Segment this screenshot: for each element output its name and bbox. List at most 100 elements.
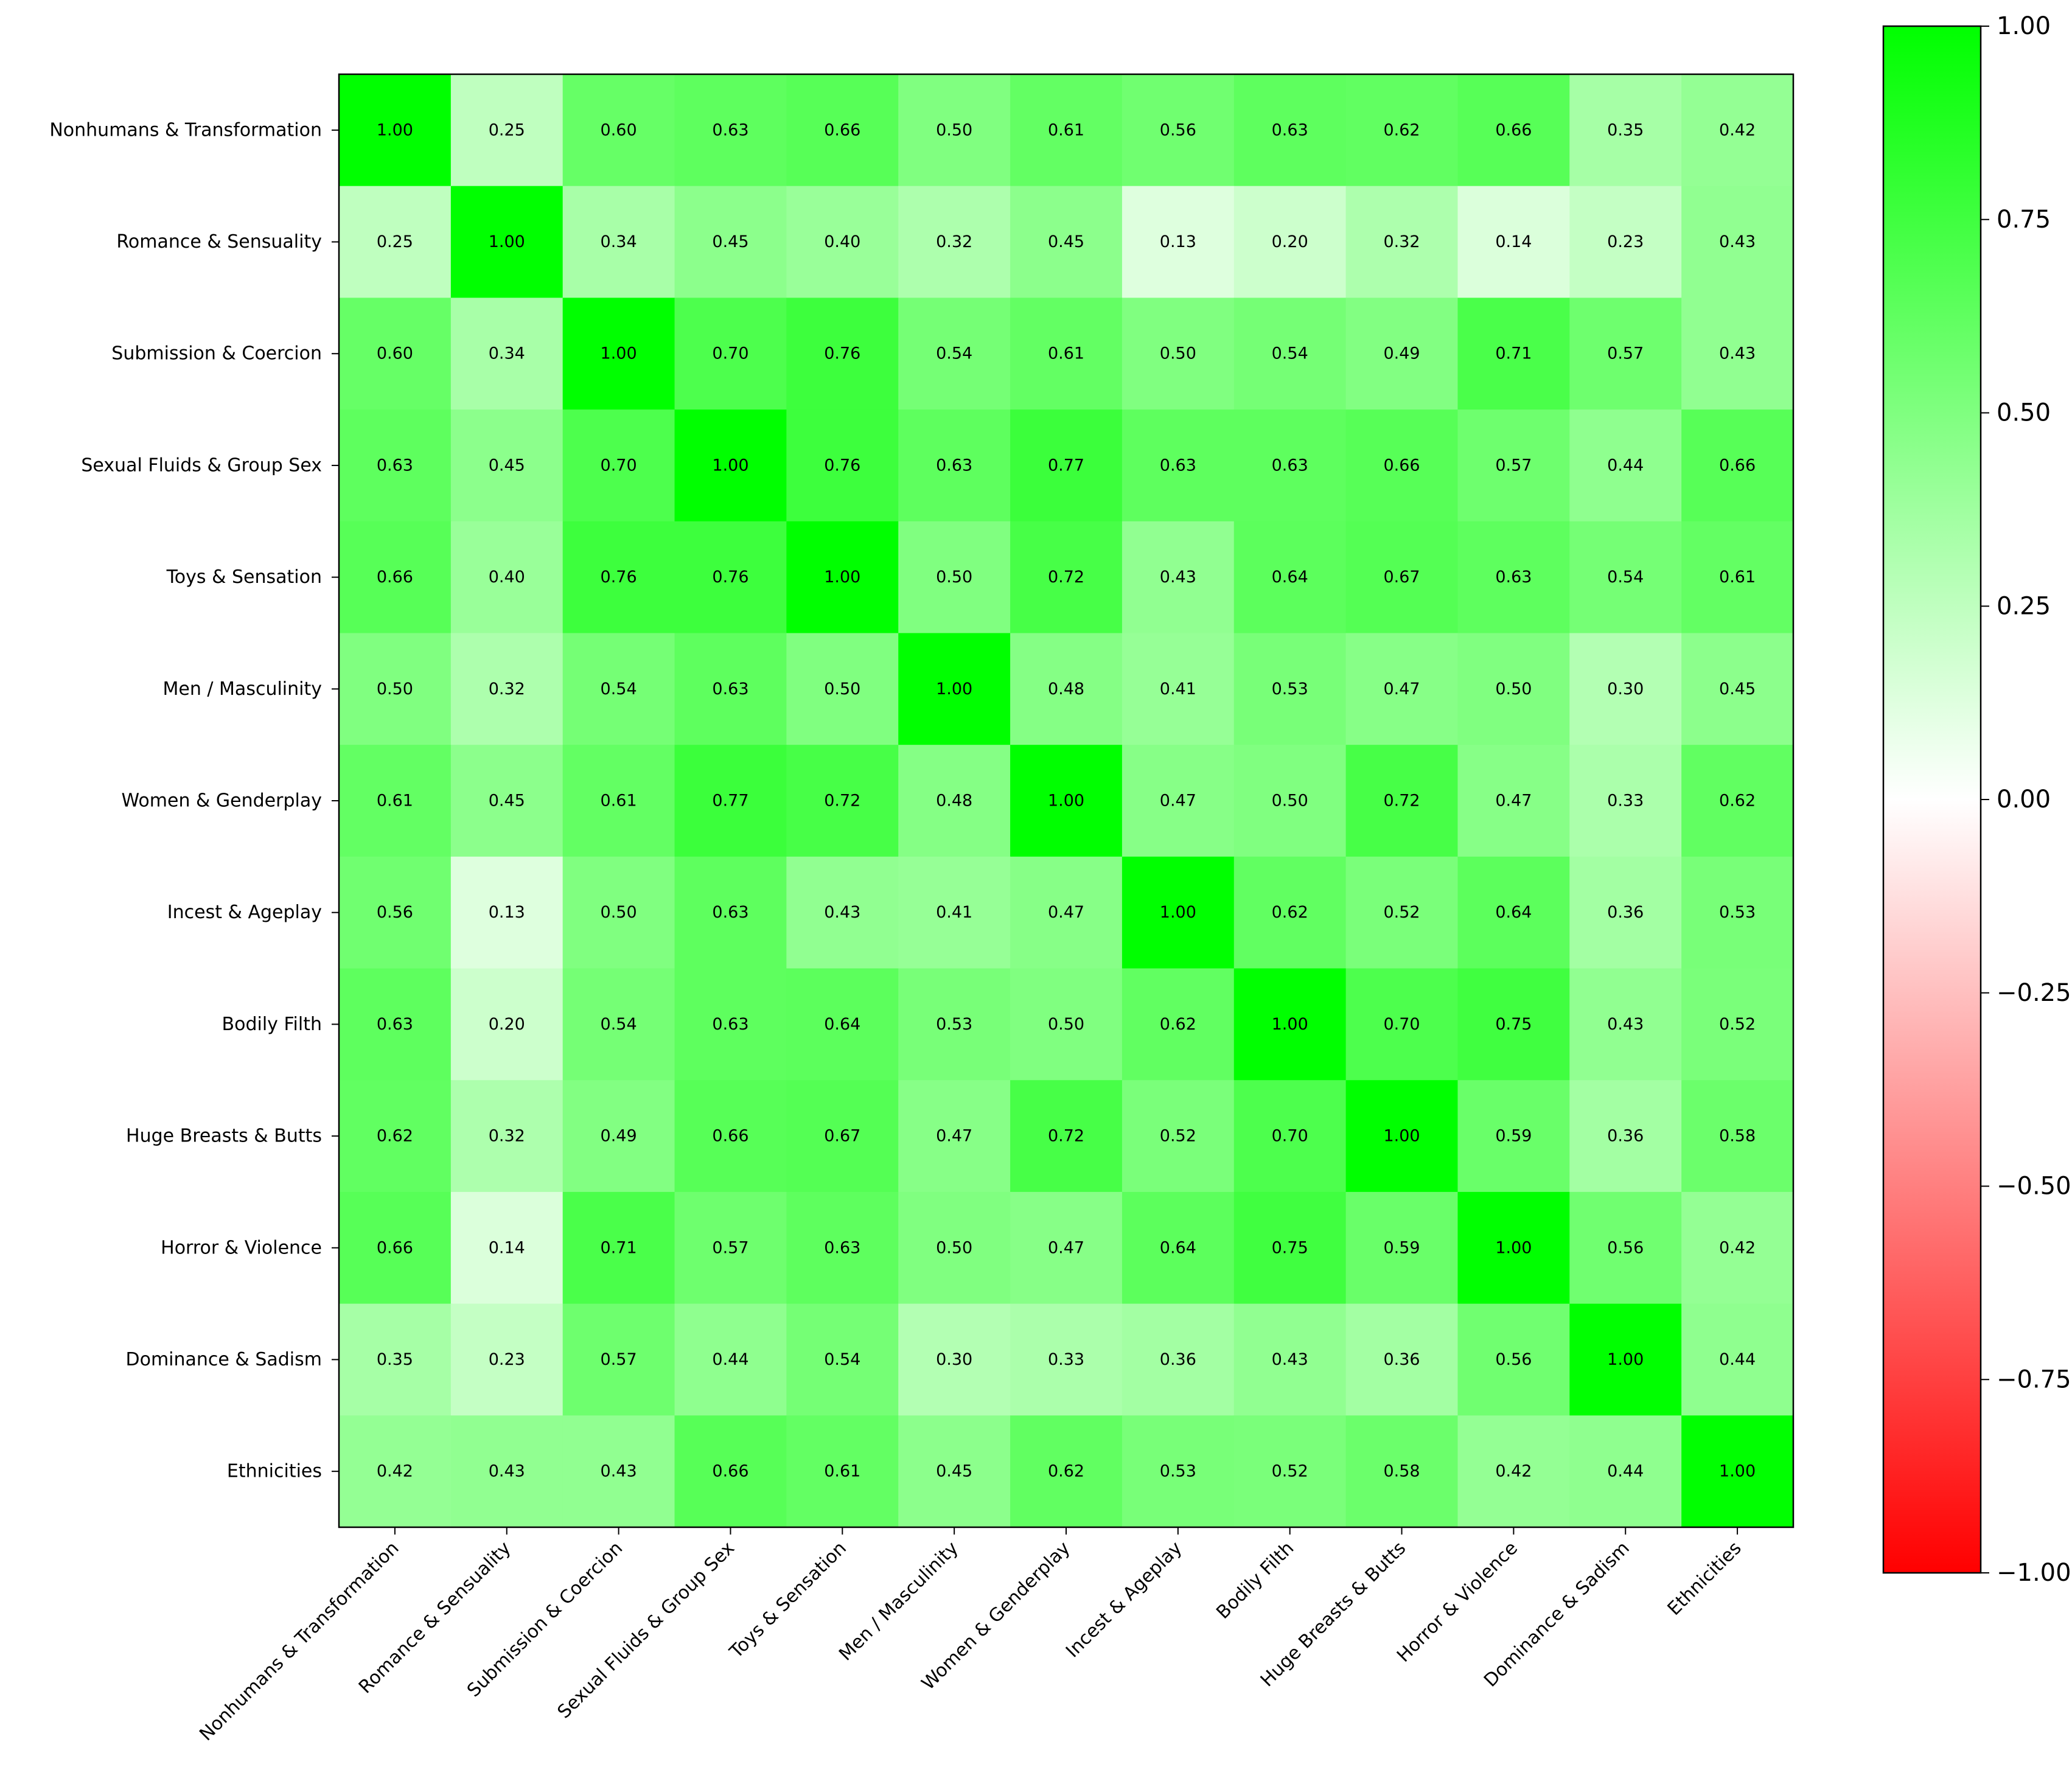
heatmap-cell [562,186,675,298]
heatmap-cell [1121,186,1235,298]
cell-value-label: 0.63 [936,456,972,475]
cell-value-label: 0.63 [1272,456,1308,475]
cell-value-label: 0.50 [824,680,860,699]
cell-value-label: 0.59 [1383,1238,1420,1257]
heatmap-cell [786,409,899,522]
cell-value-label: 0.71 [601,1238,637,1257]
heatmap-cell [339,1191,452,1305]
cell-value-label: 0.64 [1495,903,1532,922]
cell-value-label: 0.62 [377,1127,413,1146]
cell-value-label: 0.66 [712,1127,748,1146]
heatmap-cell [562,409,675,522]
heatmap-cell [562,521,675,634]
heatmap-cell [1121,1303,1235,1416]
heatmap-cell [339,856,452,969]
heatmap-cell [1121,633,1235,745]
cell-value-label: 0.41 [936,903,972,922]
heatmap-cell [562,1303,675,1416]
heatmap-cell [450,74,563,187]
heatmap-cell [1010,1415,1123,1528]
heatmap-cell [674,745,787,857]
heatmap-cell [1681,298,1794,410]
heatmap-cell [1345,409,1459,522]
heatmap-cell [1121,74,1235,187]
cell-value-label: 0.23 [1607,232,1644,251]
cell-value-label: 0.35 [1607,120,1644,139]
cell-value-label: 0.42 [377,1462,413,1481]
heatmap-cell [1345,856,1459,969]
cell-value-label: 0.50 [1160,344,1196,363]
heatmap-cell [1010,1303,1123,1416]
cell-value-label: 0.48 [1048,680,1084,699]
cell-value-label: 0.14 [1495,232,1532,251]
heatmap-cell [339,633,452,745]
heatmap-cell [786,633,899,745]
heatmap-cell [1010,186,1123,298]
cell-value-label: 0.53 [1272,680,1308,699]
heatmap-cell [1569,74,1682,187]
cell-value-label: 1.00 [1272,1015,1308,1034]
heatmap-cell [1121,521,1235,634]
heatmap-cell [1681,1303,1794,1416]
heatmap-cell [1457,745,1570,857]
cell-value-label: 0.43 [824,903,860,922]
heatmap-cell [1457,1415,1570,1528]
cell-value-label: 0.72 [1383,792,1420,810]
heatmap-cell [1345,1080,1459,1193]
heatmap-cell [898,521,1011,634]
heatmap-cell [1233,1080,1347,1193]
cell-value-label: 1.00 [1048,792,1084,810]
heatmap-cell [898,186,1011,298]
heatmap-cell [1681,633,1794,745]
heatmap-cell [674,521,787,634]
heatmap-cell [1681,521,1794,634]
cell-value-label: 0.62 [1719,792,1756,810]
heatmap-cell [1681,1415,1794,1528]
heatmap-cell [1121,968,1235,1081]
cell-value-label: 0.58 [1383,1462,1420,1481]
cell-value-label: 0.60 [377,344,413,363]
heatmap-cell [1681,968,1794,1081]
heatmap-cell [898,1303,1011,1416]
cell-value-label: 0.67 [1383,568,1420,587]
y-tick-label: Sexual Fluids & Group Sex [81,455,322,476]
heatmap-cell [786,1080,899,1193]
cell-value-label: 0.63 [1495,568,1532,587]
cell-value-label: 0.30 [936,1350,972,1369]
x-tick-label: Toys & Sensation [725,1538,851,1663]
x-tick-label: Horror & Violence [1393,1538,1522,1667]
cell-value-label: 0.44 [1719,1350,1756,1369]
heatmap-cell [1233,1303,1347,1416]
cell-value-label: 0.35 [377,1350,413,1369]
heatmap-cell [674,186,787,298]
heatmap-cell [1681,856,1794,969]
heatmap-cell [1569,1415,1682,1528]
cell-value-label: 0.61 [1719,568,1756,587]
heatmap-cell [562,1415,675,1528]
cell-value-label: 0.52 [1272,1462,1308,1481]
y-tick-label: Incest & Ageplay [167,902,322,923]
colorbar: 1.00 0.75 0.50 0.25 0.00 −0.25 −0.50 −0.75 −1.00 [1882,12,2071,1587]
cell-value-label: 0.25 [489,120,525,139]
heatmap-cell [786,1191,899,1305]
cell-value-label: 0.66 [712,1462,748,1481]
cell-value-label: 0.54 [601,1015,637,1034]
heatmap-cell [1121,1191,1235,1305]
cell-value-label: 0.32 [489,1127,525,1146]
cell-value-label: 0.54 [824,1350,860,1369]
heatmap-cell [562,74,675,187]
cell-value-label: 0.52 [1383,903,1420,922]
cell-value-label: 0.64 [1160,1238,1196,1257]
heatmap-cell [1457,74,1570,187]
cell-value-label: 0.42 [1719,120,1756,139]
heatmap-cell [1121,745,1235,857]
heatmap-cell [1121,409,1235,522]
cell-value-label: 0.66 [1383,456,1420,475]
cell-value-label: 0.42 [1495,1462,1532,1481]
heatmap-cell [450,186,563,298]
cell-value-label: 0.54 [1272,344,1308,363]
cell-value-label: 0.47 [1160,792,1196,810]
cell-value-label: 0.59 [1495,1127,1532,1146]
cell-value-label: 0.77 [1048,456,1084,475]
